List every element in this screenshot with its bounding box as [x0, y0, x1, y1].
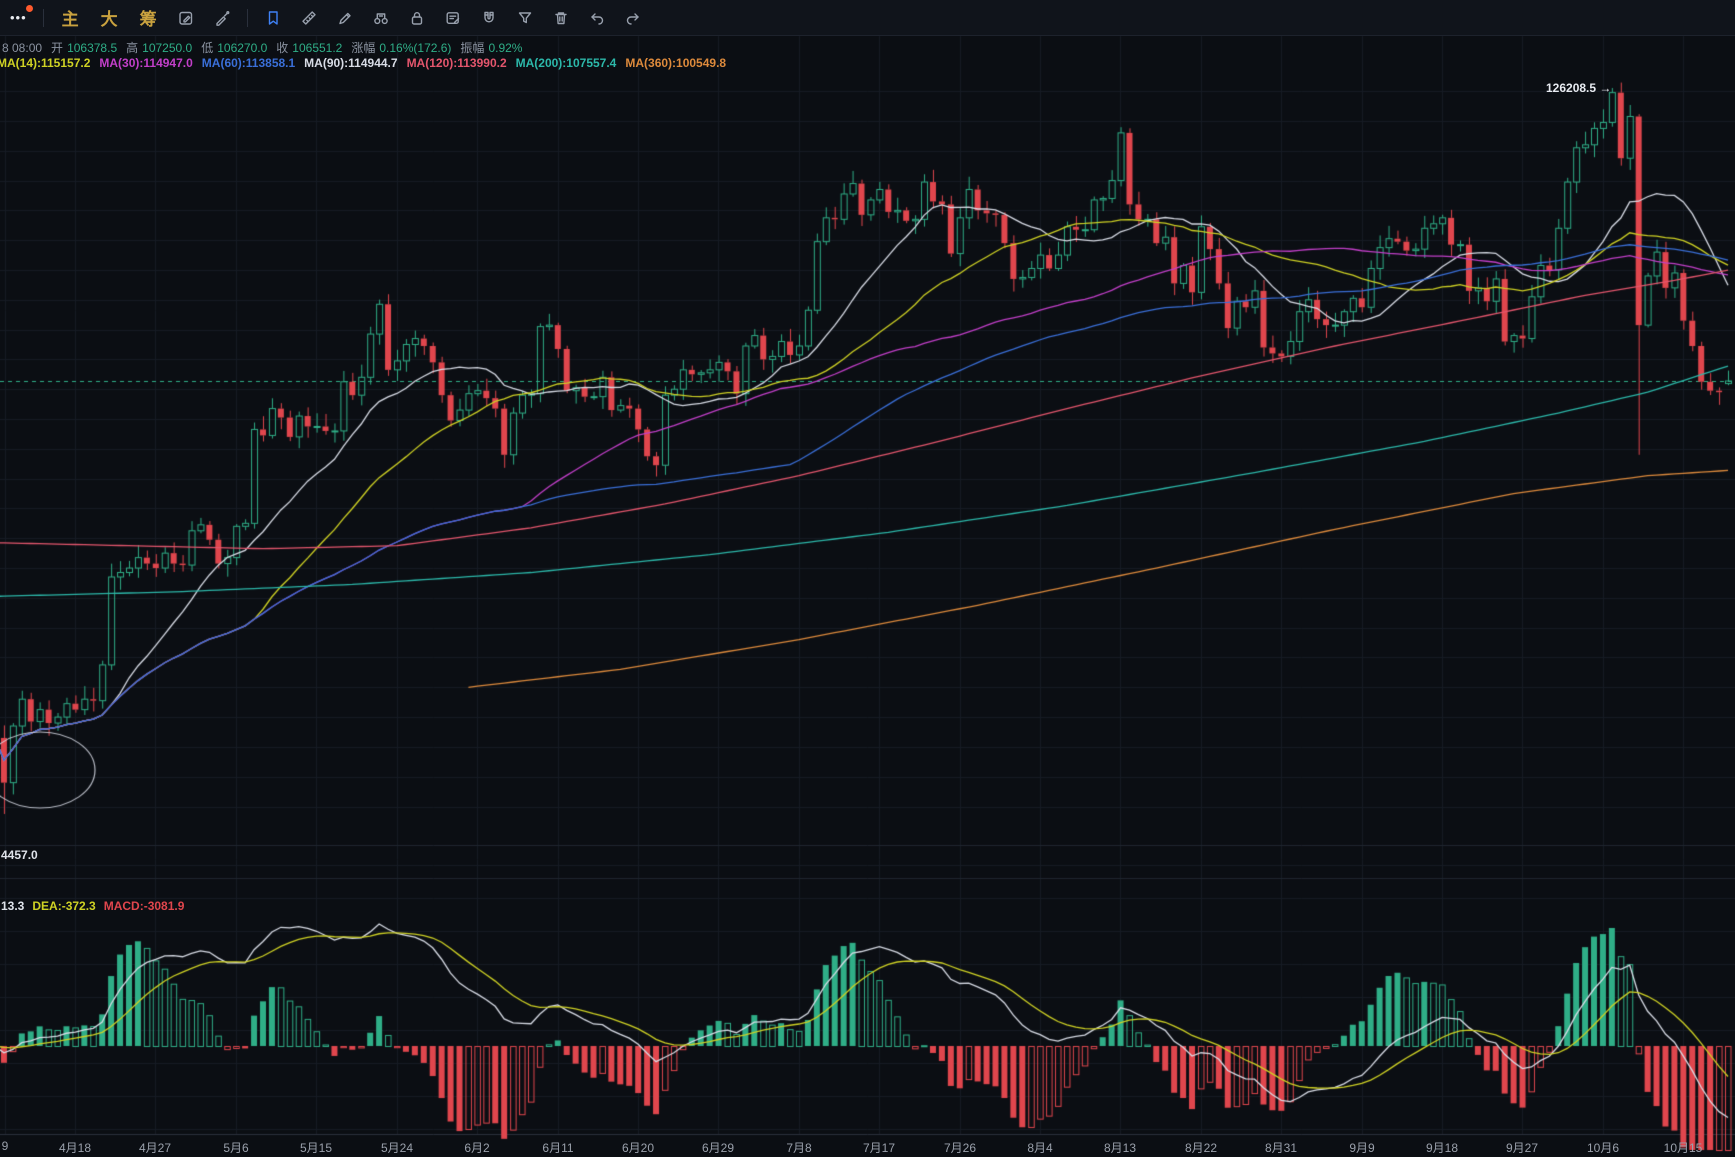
tab-chips[interactable]: 筹 — [139, 10, 157, 29]
tab-main[interactable]: 主 — [61, 10, 79, 29]
x-axis-label: 6月20 — [621, 1141, 655, 1155]
x-axis-label: 4月27 — [138, 1141, 172, 1155]
x-axis-label: 8月13 — [1103, 1141, 1137, 1155]
binoculars-icon[interactable] — [370, 6, 392, 30]
x-axis-label: 6月2 — [464, 1141, 490, 1155]
redo-icon[interactable] — [622, 6, 644, 30]
toolbar-divider — [42, 8, 44, 27]
x-axis-label: 7月17 — [862, 1141, 896, 1155]
trash-icon[interactable] — [550, 6, 572, 30]
x-axis-label: 4月18 — [58, 1141, 92, 1155]
note-edit-icon[interactable] — [442, 6, 464, 30]
edit-box-icon[interactable] — [175, 6, 197, 30]
x-axis-label: 8月31 — [1264, 1141, 1298, 1155]
bookmark-icon[interactable] — [262, 6, 284, 30]
x-axis-label: 9月27 — [1505, 1141, 1539, 1155]
x-axis-label: 8月22 — [1184, 1141, 1218, 1155]
x-axis-label: 7月8 — [786, 1141, 812, 1155]
magnet-icon[interactable] — [478, 6, 500, 30]
x-axis-label: 8月4 — [1027, 1141, 1053, 1155]
time-axis[interactable]: 9 4月18 4月27 5月6 5月15 5月24 6月2 6月11 6月20 6月29 7月8 7月… — [0, 1138, 1735, 1157]
tab-large[interactable]: 大 — [100, 10, 118, 29]
x-axis-label: 7月26 — [943, 1141, 977, 1155]
toolbar: ••• 主 大 筹 — [0, 0, 1735, 36]
ruler-icon[interactable] — [298, 6, 320, 30]
lock-icon[interactable] — [406, 6, 428, 30]
x-axis-label: 10月15 — [1663, 1141, 1703, 1155]
x-axis-label: 9月18 — [1425, 1141, 1459, 1155]
toolbar-divider — [246, 8, 248, 27]
undo-icon[interactable] — [586, 6, 608, 30]
notification-dot — [25, 5, 33, 12]
x-axis-label: 5月15 — [299, 1141, 333, 1155]
filter-icon[interactable] — [514, 6, 536, 30]
more-icon: ••• — [10, 10, 27, 25]
x-axis-label: 6月29 — [701, 1141, 735, 1155]
x-axis-label: 10月6 — [1586, 1141, 1620, 1155]
x-axis-label: 9月9 — [1349, 1141, 1375, 1155]
pen-icon[interactable] — [334, 6, 356, 30]
more-menu-button[interactable]: ••• — [8, 5, 33, 25]
x-axis-label: 6月11 — [542, 1141, 574, 1155]
brush-icon[interactable] — [211, 6, 233, 30]
x-axis-label: 9 — [1, 1139, 9, 1153]
x-axis-label: 5月24 — [380, 1141, 414, 1155]
x-axis-label: 5月6 — [223, 1141, 249, 1155]
